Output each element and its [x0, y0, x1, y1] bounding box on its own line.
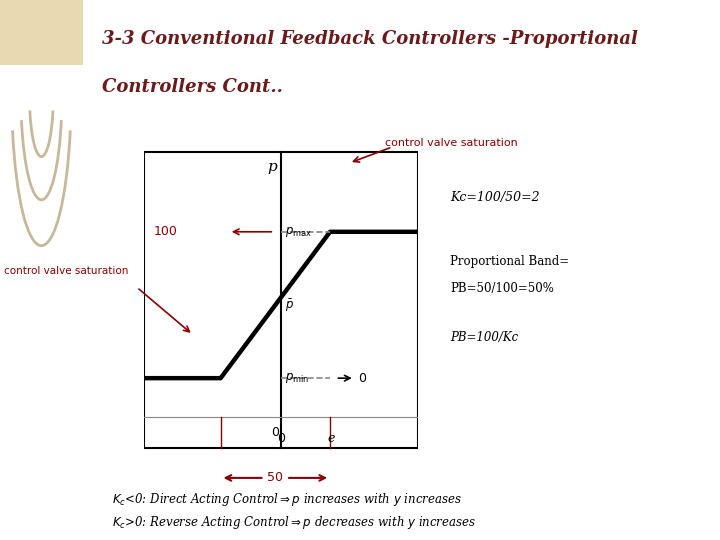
Text: $K_c$>0: Reverse Acting Control$\Rightarrow$$p$ decreases with $y$ increases: $K_c$>0: Reverse Acting Control$\Rightar… [112, 514, 476, 531]
Text: $K_c$<0: Direct Acting Control$\Rightarrow$$p$ increases with $y$ increases: $K_c$<0: Direct Acting Control$\Rightarr… [112, 491, 462, 508]
Text: 100: 100 [154, 225, 178, 238]
Text: Kc=100/50=2: Kc=100/50=2 [450, 191, 539, 204]
Text: $p_{\mathrm{min}}$: $p_{\mathrm{min}}$ [285, 371, 310, 385]
FancyBboxPatch shape [0, 0, 83, 65]
Text: PB=100/Kc: PB=100/Kc [450, 331, 518, 344]
Text: 0: 0 [358, 372, 366, 384]
Text: 0: 0 [271, 426, 279, 439]
Text: p: p [267, 160, 277, 174]
Text: 3-3 Conventional Feedback Controllers -Proportional: 3-3 Conventional Feedback Controllers -P… [102, 30, 638, 48]
Text: 0: 0 [276, 432, 285, 445]
Text: PB=50/100=50%: PB=50/100=50% [450, 282, 554, 295]
Text: 50: 50 [267, 471, 284, 484]
Text: $\bar{p}$: $\bar{p}$ [285, 298, 294, 314]
Text: control valve saturation: control valve saturation [385, 138, 518, 148]
Text: Controllers Cont..: Controllers Cont.. [102, 78, 283, 96]
Text: $p_{\mathrm{max}}$: $p_{\mathrm{max}}$ [285, 225, 312, 239]
Text: e: e [328, 432, 335, 445]
Text: Proportional Band=: Proportional Band= [450, 255, 569, 268]
Text: control valve saturation: control valve saturation [4, 266, 128, 276]
